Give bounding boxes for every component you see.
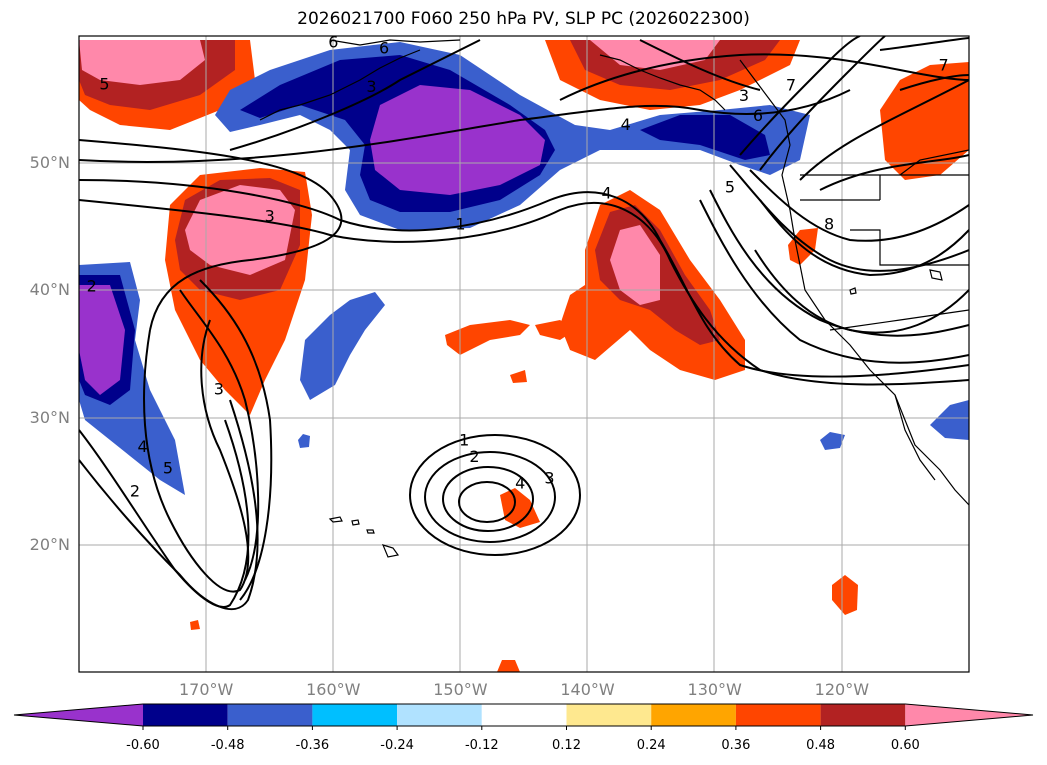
colorbar-segment — [905, 704, 1033, 726]
longitude-label: 130°W — [687, 680, 742, 699]
pv-positive-region — [190, 620, 200, 630]
contour-label: 4 — [621, 115, 631, 134]
pv-positive-region — [497, 660, 520, 672]
contour-label: 5 — [99, 74, 109, 93]
pv-negative-region — [640, 115, 770, 160]
contour-label: 8 — [824, 214, 834, 233]
colorbar-tick-label: -0.48 — [210, 738, 245, 753]
colorbar-tick-label: 0.24 — [636, 738, 666, 753]
contour-label: 2 — [130, 481, 140, 500]
pv-positive-region — [500, 488, 540, 528]
pv-shading — [79, 40, 969, 672]
map-title: 2026021700 F060 250 hPa PV, SLP PC (2026… — [297, 9, 750, 29]
contour-label: 5 — [725, 177, 735, 196]
colorbar-tick-label: -0.24 — [380, 738, 414, 753]
pv-positive-region — [610, 225, 660, 305]
pv-positive-region — [79, 40, 205, 85]
colorbar — [13, 703, 1034, 730]
colorbar-segment — [820, 704, 906, 726]
colorbar-tick-label: 0.60 — [890, 738, 920, 753]
pv-negative-region — [300, 292, 385, 400]
pv-negative-region — [930, 400, 969, 440]
colorbar-tick-label: 0.48 — [806, 738, 836, 753]
colorbar-segment — [397, 704, 482, 726]
longitude-label: 160°W — [306, 680, 361, 699]
longitude-label: 120°W — [814, 680, 870, 699]
latitude-label: 30°N — [29, 407, 70, 427]
colorbar-segment — [312, 704, 398, 726]
latitude-label: 50°N — [29, 153, 70, 173]
colorbar-segment — [14, 704, 143, 726]
colorbar-tick-label: -0.12 — [464, 738, 499, 753]
contour-label: 3 — [739, 86, 749, 105]
contour-label: 2 — [87, 277, 97, 296]
contour-label: 7 — [786, 76, 796, 95]
contour-label: 3 — [366, 77, 376, 96]
contour-label: 6 — [379, 39, 389, 58]
longitude-label: 150°W — [433, 680, 488, 699]
colorbar-segment — [227, 704, 313, 726]
pv-positive-region — [445, 320, 530, 355]
contour-label: 2 — [469, 447, 479, 466]
slp-contours — [79, 36, 969, 611]
latitude-label: 20°N — [29, 534, 70, 554]
contour-label: 6 — [328, 32, 338, 51]
contour-label: 3 — [214, 380, 224, 399]
longitude-label: 140°W — [560, 680, 615, 699]
pv-positive-region — [535, 320, 575, 340]
contour-label: 7 — [938, 55, 948, 74]
latitude-label: 40°N — [29, 280, 70, 300]
contour-label: 1 — [455, 214, 465, 233]
colorbar-segment — [735, 704, 821, 726]
colorbar-tick-label: -0.60 — [126, 738, 160, 753]
pv-negative-region — [79, 285, 125, 395]
colorbar-tick-label: 0.36 — [721, 738, 751, 753]
longitude-label: 170°W — [178, 680, 234, 699]
map-frame — [78, 35, 970, 673]
colorbar-tick-label: -0.36 — [295, 738, 330, 753]
contour-label: 4 — [515, 474, 525, 493]
contour-label: 6 — [753, 106, 763, 125]
contour-label: 5 — [163, 458, 173, 477]
contour-label: 1 — [459, 430, 469, 449]
colorbar-segment — [566, 704, 652, 726]
colorbar-segment — [481, 704, 567, 726]
contour-label: 4 — [137, 437, 147, 456]
pv-negative-region — [370, 85, 545, 195]
pv-negative-region — [820, 432, 845, 450]
colorbar-segment — [143, 704, 228, 726]
colorbar-tick-label: 0.12 — [552, 738, 581, 753]
pv-negative-region — [298, 434, 310, 448]
contour-label: 4 — [602, 184, 612, 203]
pv-positive-region — [510, 370, 527, 383]
contour-label: 3 — [544, 469, 554, 488]
colorbar-segment — [651, 704, 736, 726]
pv-positive-region — [832, 575, 858, 615]
pv-positive-region — [185, 185, 295, 275]
contour-label: 3 — [265, 207, 275, 226]
